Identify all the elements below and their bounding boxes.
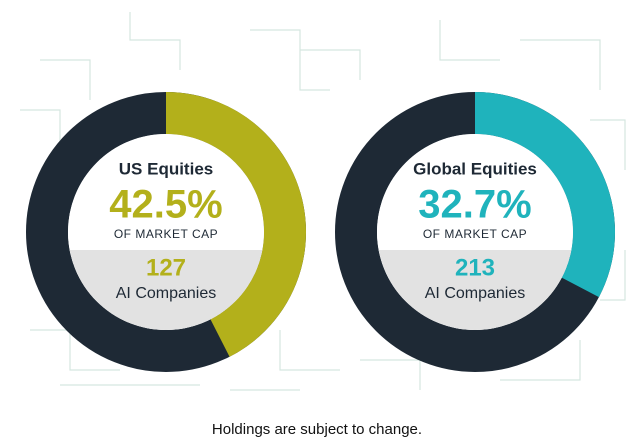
company-count-label: AI Companies xyxy=(425,285,526,302)
value-label: 32.7% xyxy=(418,183,531,227)
footnote: Holdings are subject to change. xyxy=(212,421,422,438)
company-count-label: AI Companies xyxy=(116,285,217,302)
donut-title: Global Equities xyxy=(413,159,537,178)
donut-title: US Equities xyxy=(119,159,213,178)
donut-chart: US Equities 42.5%OF MARKET CAP 127 AI Compa… xyxy=(26,92,306,372)
company-count: 213 xyxy=(455,254,495,281)
circuit-decoration xyxy=(20,12,626,391)
value-caption: OF MARKET CAP xyxy=(114,227,218,241)
donut-segment xyxy=(475,92,615,298)
value-label: 42.5% xyxy=(109,183,222,227)
donut-segment xyxy=(166,92,306,357)
value-caption: OF MARKET CAP xyxy=(423,227,527,241)
company-count: 127 xyxy=(146,254,186,281)
donut-chart: Global Equities 32.7%OF MARKET CAP 213 AI C… xyxy=(335,92,615,372)
